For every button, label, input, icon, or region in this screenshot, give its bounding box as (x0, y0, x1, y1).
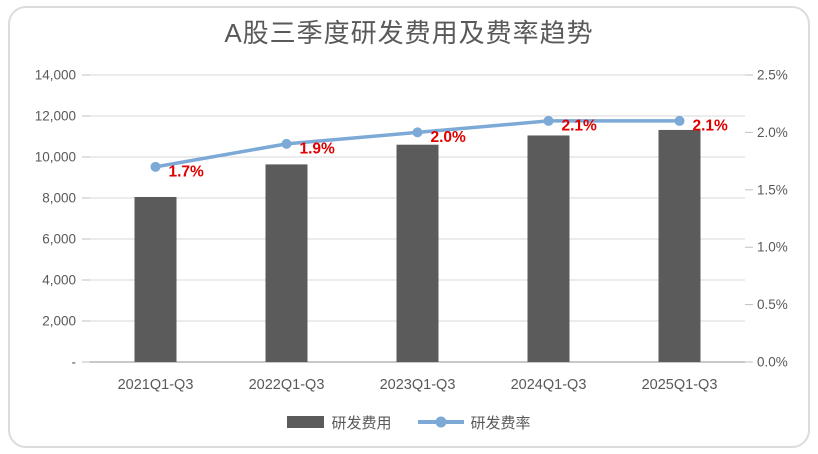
right-axis-tick-label: 2.0% (757, 125, 788, 140)
category-label: 2021Q1-Q3 (118, 377, 194, 393)
rate-data-label: 2.1% (562, 117, 598, 134)
bar-series-swatch-icon (287, 416, 325, 428)
category-label: 2025Q1-Q3 (642, 377, 718, 393)
bar (265, 164, 308, 362)
bar (658, 129, 701, 362)
right-axis-tick-label: 0.0% (757, 355, 788, 370)
line-series-swatch-icon (417, 416, 464, 428)
bar (527, 135, 570, 362)
left-axis-tick-label: - (72, 355, 77, 370)
chart-title: A股三季度研发费用及费率趋势 (224, 18, 594, 48)
category-label: 2022Q1-Q3 (249, 377, 325, 393)
rate-data-label: 2.1% (693, 117, 729, 134)
legend-item-line-series: 研发费率 (417, 412, 531, 433)
rate-data-label: 2.0% (431, 129, 467, 146)
left-axis-tick-label: 8,000 (42, 191, 76, 206)
legend-item-bar-series: 研发费用 (287, 412, 392, 433)
rate-line-marker (281, 138, 292, 149)
rate-data-label: 1.7% (169, 163, 205, 180)
category-label: 2024Q1-Q3 (511, 377, 587, 393)
left-axis-tick-label: 6,000 (42, 232, 76, 247)
rate-line-marker (543, 115, 554, 126)
rate-line-marker (412, 127, 423, 138)
left-axis-tick-label: 4,000 (42, 273, 76, 288)
left-axis-tick-label: 2,000 (42, 314, 76, 329)
rate-data-label: 1.9% (300, 140, 336, 157)
right-axis-tick-label: 1.0% (757, 240, 788, 255)
bar (396, 144, 439, 362)
rate-line-marker (674, 115, 685, 126)
left-axis-tick-label: 12,000 (35, 109, 76, 124)
legend-label-line-series: 研发费率 (470, 414, 531, 432)
right-axis-tick-label: 1.5% (757, 182, 788, 197)
right-axis-tick-label: 0.5% (757, 297, 788, 312)
bar (134, 196, 177, 362)
left-axis-tick-label: 10,000 (35, 150, 76, 165)
right-axis-tick-label: 2.5% (757, 68, 788, 83)
rate-line-marker (150, 161, 161, 172)
legend-label-bar-series: 研发费用 (331, 414, 392, 432)
category-label: 2023Q1-Q3 (380, 377, 456, 393)
legend: 研发费用 研发费率 (0, 409, 818, 435)
left-axis-tick-label: 14,000 (35, 68, 76, 83)
